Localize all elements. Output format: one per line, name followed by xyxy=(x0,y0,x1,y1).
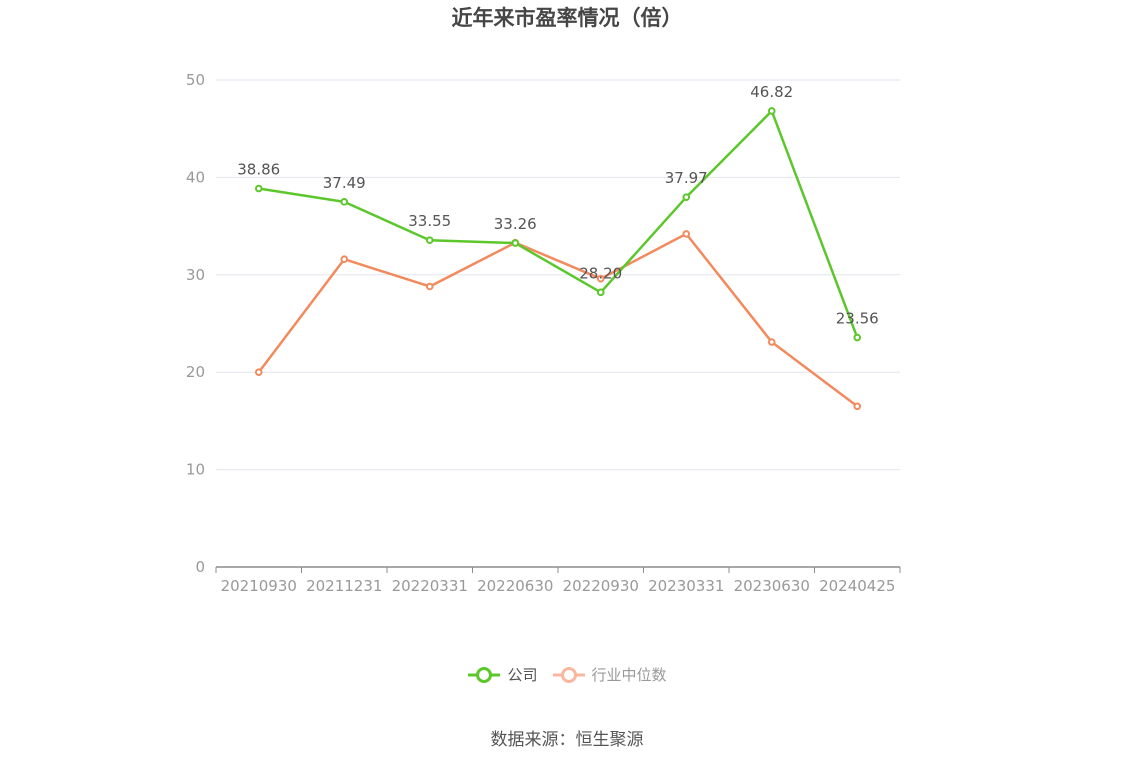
data-point-industry-median[interactable] xyxy=(853,402,862,411)
data-label-company: 37.49 xyxy=(323,174,366,192)
chart-title: 近年来市盈率情况（倍） xyxy=(451,6,683,30)
legend: 公司 行业中位数 xyxy=(0,664,1134,686)
data-label-company: 37.97 xyxy=(665,169,708,187)
y-tick-label: 40 xyxy=(186,168,205,186)
x-tick-label: 20230630 xyxy=(734,577,810,595)
data-point-industry-median[interactable] xyxy=(254,368,263,377)
data-label-company: 33.55 xyxy=(408,212,451,230)
data-label-company: 46.82 xyxy=(750,83,793,101)
data-points xyxy=(254,107,862,411)
legend-industry-label: 行业中位数 xyxy=(591,666,667,684)
data-label-company: 33.26 xyxy=(494,215,537,233)
data-point-industry-median[interactable] xyxy=(340,255,349,264)
y-tick-label: 10 xyxy=(186,461,205,479)
data-point-company[interactable] xyxy=(853,333,862,342)
series-line-company xyxy=(258,109,859,338)
legend-industry-marker-icon xyxy=(552,667,585,683)
data-point-industry-median[interactable] xyxy=(682,230,691,238)
data-label-company: 38.86 xyxy=(237,161,280,179)
data-point-company[interactable] xyxy=(340,198,349,206)
data-label-company: 23.56 xyxy=(836,310,879,328)
x-tick-label: 20220331 xyxy=(392,577,468,595)
axes: 0 10 20 30 40 50 20210930 20211231 20220331 20220… xyxy=(186,71,901,595)
legend-item-company[interactable]: 公司 xyxy=(467,664,538,686)
x-tick-label: 20220630 xyxy=(477,577,553,595)
legend-company-marker-icon xyxy=(468,667,501,683)
data-point-company[interactable] xyxy=(767,107,776,115)
data-labels: 38.86 37.49 33.55 33.26 28.20 37.97 46.82 23.56 xyxy=(237,83,878,328)
source-note: 数据来源：恒生聚源 xyxy=(490,730,644,750)
series-line-industry-median xyxy=(257,232,859,408)
data-point-company[interactable] xyxy=(511,239,520,247)
data-point-industry-median[interactable] xyxy=(425,282,434,291)
data-point-company[interactable] xyxy=(682,193,691,201)
data-point-company[interactable] xyxy=(254,184,263,193)
grid-lines xyxy=(216,79,900,471)
data-label-company: 28.20 xyxy=(579,264,622,282)
y-tick-label: 20 xyxy=(186,363,205,381)
data-point-company[interactable] xyxy=(425,236,434,245)
legend-company-label: 公司 xyxy=(507,666,538,684)
x-tick-label: 20240425 xyxy=(819,577,895,595)
y-tick-label: 50 xyxy=(186,71,205,89)
legend-item-industry-median[interactable]: 行业中位数 xyxy=(552,664,667,686)
x-tick-label: 20230331 xyxy=(648,577,724,595)
x-tick-label: 20210930 xyxy=(221,577,297,595)
x-tick-label: 20220930 xyxy=(563,577,639,595)
x-tick-label: 20211231 xyxy=(306,577,382,595)
data-point-industry-median[interactable] xyxy=(596,274,605,283)
data-point-company[interactable] xyxy=(596,288,605,297)
y-tick-label: 0 xyxy=(195,558,205,576)
series-lines xyxy=(257,109,859,408)
y-tick-label: 30 xyxy=(186,266,205,284)
data-point-industry-median[interactable] xyxy=(767,338,776,346)
